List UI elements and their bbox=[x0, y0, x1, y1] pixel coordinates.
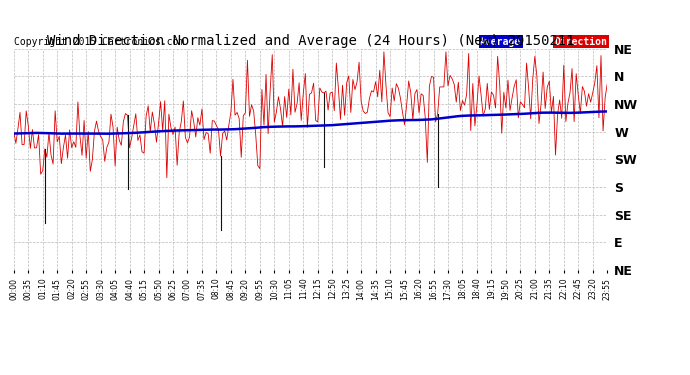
Text: Direction: Direction bbox=[554, 36, 607, 46]
Title: Wind Direction Normalized and Average (24 Hours) (New) 20150211: Wind Direction Normalized and Average (2… bbox=[47, 34, 574, 48]
Text: Average: Average bbox=[480, 36, 521, 46]
Text: Copyright 2015 Cartronics.com: Copyright 2015 Cartronics.com bbox=[14, 36, 184, 46]
